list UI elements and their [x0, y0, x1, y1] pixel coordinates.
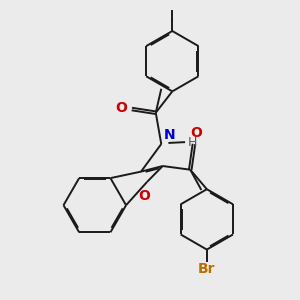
- Text: N: N: [164, 128, 176, 142]
- Text: H: H: [188, 136, 197, 149]
- Text: O: O: [190, 125, 202, 140]
- Text: Br: Br: [198, 262, 216, 277]
- Text: O: O: [138, 189, 150, 202]
- Text: O: O: [116, 101, 128, 115]
